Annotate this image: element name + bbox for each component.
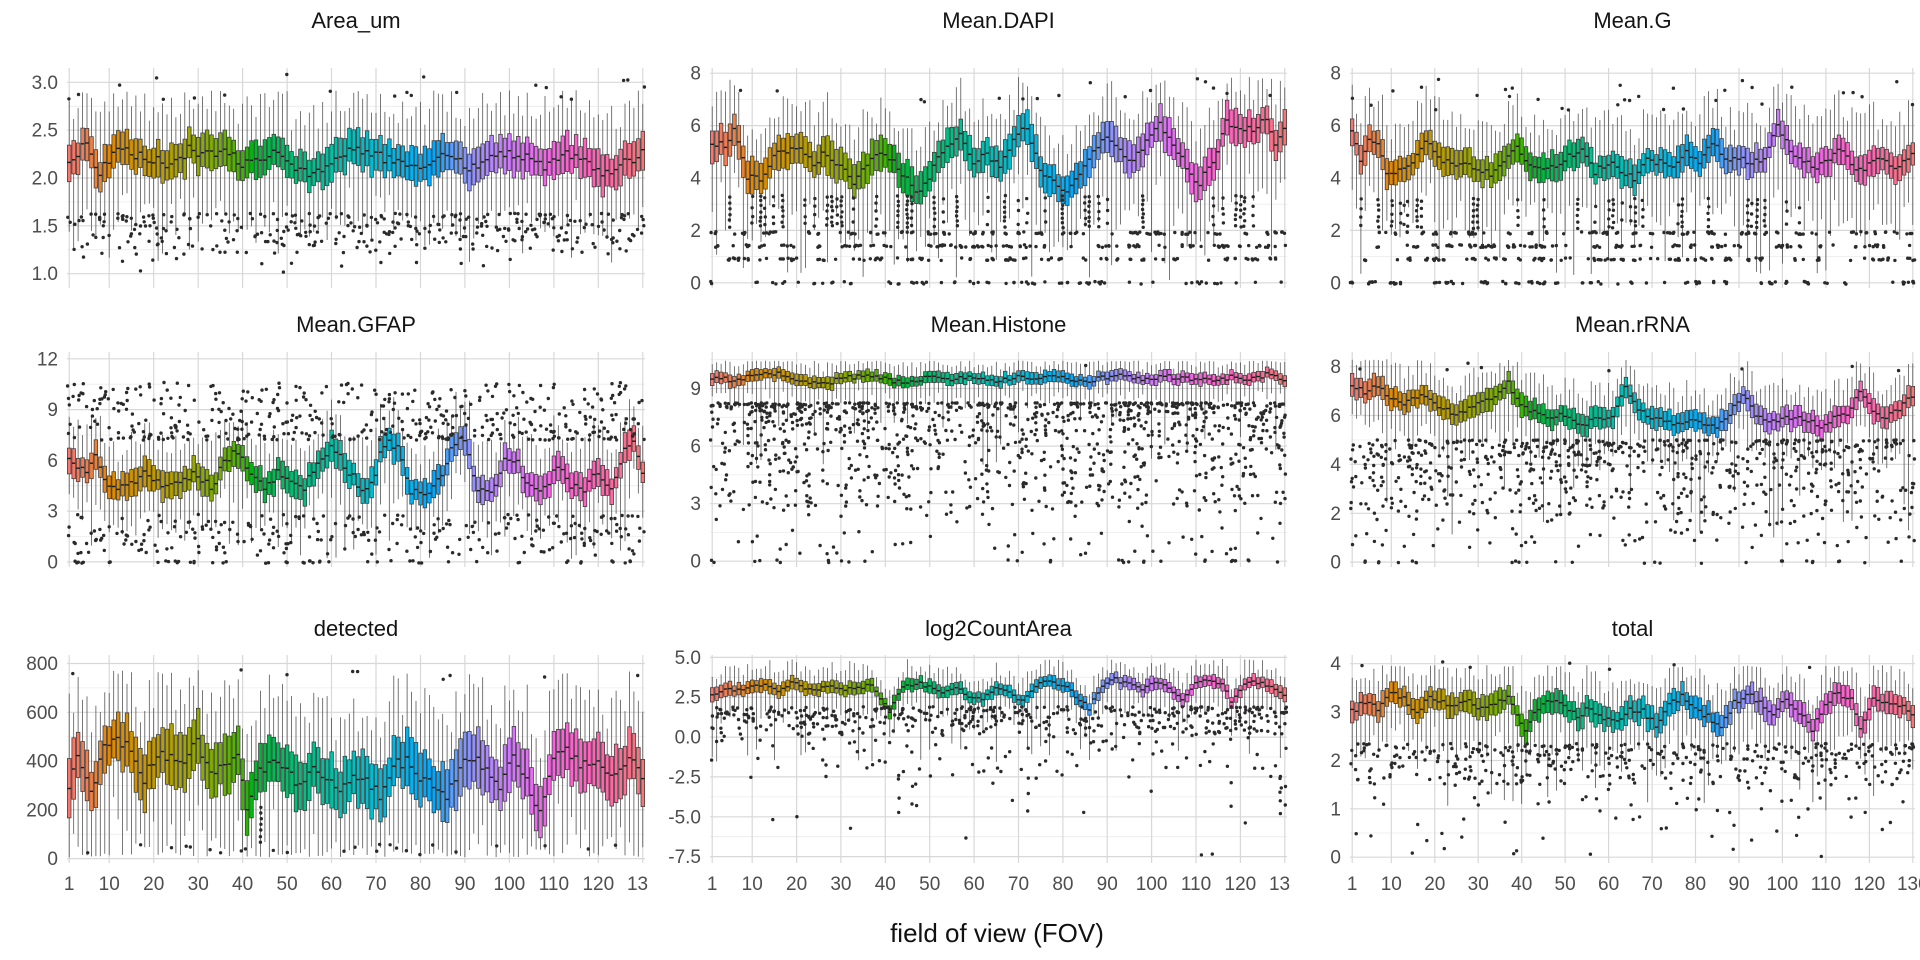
boxes [1350,665,1915,811]
outliers [1349,660,1916,859]
panel-title-detected: detected [313,616,399,641]
svg-text:4: 4 [690,169,701,190]
svg-text:2: 2 [690,221,701,242]
svg-text:6: 6 [1330,116,1341,137]
svg-text:1.5: 1.5 [32,216,58,237]
outliers [1349,361,1917,565]
outliers [66,72,647,274]
panel-mean-dapi: Mean.DAPI 0 2 4 6 8 [648,0,1290,300]
panel-title-mean-g: Mean.G [1593,8,1672,33]
svg-text:3.0: 3.0 [32,73,58,94]
svg-text:8: 8 [690,64,701,85]
boxes [67,90,645,263]
boxes [710,360,1287,469]
outliers [709,77,1288,286]
panel-title-mean-histone: Mean.Histone [930,312,1067,337]
svg-text:1.0: 1.0 [32,264,58,285]
outliers [71,668,640,857]
boxplot-canvas-mean-g: 0 2 4 6 8 [1330,64,1917,295]
boxplot-canvas-log2countarea: 5.02.50.0-2.5-5.0-7.5 1 10 20 30 40 50 60 70 80 90… [668,648,1290,895]
svg-text:6: 6 [47,451,58,472]
panel-title-mean-dapi: Mean.DAPI [942,8,1055,33]
y-tick-labels: 0 2 4 6 8 [690,64,701,295]
panel-title-mean-rrna: Mean.rRNA [1575,312,1690,337]
svg-text:0: 0 [690,273,701,294]
boxes [67,670,645,858]
boxes [1350,359,1915,538]
panel-mean-g: Mean.G 0 2 4 6 8 [1290,0,1920,300]
y-tick-labels: 0 2 4 6 8 [1330,64,1341,295]
panel-mean-gfap: Mean.GFAP 0 3 6 9 12 [0,300,648,600]
y-tick-labels: 1.0 1.5 2.0 2.5 3.0 [32,73,58,285]
svg-text:0: 0 [47,552,58,573]
boxplot-canvas-area-um: 1.0 1.5 2.0 2.5 3.0 [32,68,647,288]
panel-total: total 0 1 2 3 4 1 10 20 30 40 50 60 70 80 90 100 110 120 1… [1290,600,1920,960]
panel-title-mean-gfap: Mean.GFAP [296,312,416,337]
svg-text:9: 9 [47,400,58,421]
x-axis-title: field of view (FOV) [890,918,1104,948]
svg-text:8: 8 [1330,64,1341,85]
boxes [1350,83,1915,275]
outliers [708,363,1288,565]
panel-log2countarea: log2CountArea 5.0 2.5 0.0 -2.5 -5.0 -7.5 1 10 20… [648,600,1290,960]
outliers [709,705,1289,857]
outliers [65,380,646,565]
x-tick-labels: 1102030405060708090100110120130 [64,874,648,895]
panel-title-log2countarea: log2CountArea [925,616,1072,641]
y-tick-labels: 5.02.50.0-2.5-5.0-7.5 [668,648,701,868]
boxplot-canvas-mean-dapi: 0 2 4 6 8 [690,64,1288,295]
panel-title-total: total [1611,616,1654,641]
boxplot-canvas-mean-gfap: 0 3 6 9 12 [37,349,646,573]
svg-text:12: 12 [37,349,58,370]
y-tick-labels: 0 3 6 9 12 [37,349,58,573]
outliers [1348,77,1917,286]
svg-text:2: 2 [1330,221,1341,242]
svg-text:6: 6 [690,116,701,137]
svg-text:2.0: 2.0 [32,169,58,190]
panel-title-area-um: Area_um [311,8,401,33]
panel-detected: detected 0 200 400 600 800 1 10 20 30 40 50 60 70 80 9… [0,600,648,960]
boxes [67,391,645,559]
x-tick-labels: 1102030405060708090100110120130 [1347,874,1920,895]
svg-text:0: 0 [1330,273,1341,294]
svg-text:3: 3 [47,502,58,523]
svg-text:2.5: 2.5 [32,121,58,142]
svg-text:4: 4 [1330,169,1341,190]
x-tick-labels: 1102030405060708090100110120130 [707,874,1290,895]
panel-area-um: Area_um 1.0 1.5 2.0 2.5 3.0 [0,0,648,300]
